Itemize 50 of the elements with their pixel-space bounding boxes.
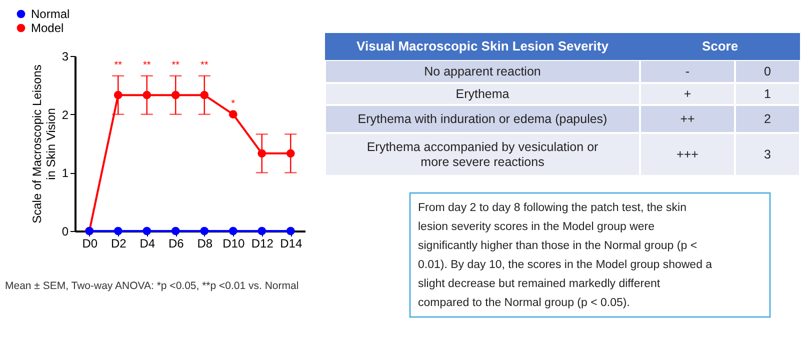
x-tick-label: D14	[280, 236, 302, 250]
point	[286, 149, 295, 158]
y-tick-label: 3	[62, 50, 69, 64]
text: No apparent reaction	[424, 64, 541, 78]
point	[258, 226, 266, 236]
annotation: **	[142, 60, 151, 71]
text: -	[685, 64, 690, 78]
point	[171, 226, 180, 236]
point	[200, 226, 209, 236]
text: 0	[764, 64, 772, 78]
point	[142, 90, 152, 100]
text: From day 2 to day 8 following the patch test, the skin lesion severity scores in the Model group were significantly higher than those in the Normal group (p < 0.01). By day 10, the scores in the Model group showed a slight decrease but remained markedly different compared to the Normal group (p < 0.05).	[418, 202, 713, 309]
x-tick-label: D12	[251, 236, 274, 250]
x-tick-label: D10	[222, 236, 245, 250]
x-tick-label: D2	[110, 236, 127, 250]
y-tick-label: 0	[62, 224, 69, 238]
text: ++	[680, 112, 695, 126]
annotation: *	[231, 98, 236, 110]
point	[228, 226, 238, 236]
legend-label: Normal	[31, 7, 70, 21]
annotation: **	[172, 60, 180, 71]
point	[114, 226, 122, 236]
point	[142, 226, 152, 236]
x-tick-label: D6	[168, 236, 184, 250]
point	[286, 226, 295, 236]
text: Erythema with induration or edema (papules)	[358, 112, 608, 126]
x-tick-label: D0	[82, 236, 98, 250]
point	[228, 110, 238, 119]
y-tick-label: 2	[62, 108, 69, 122]
y-axis-title: Scale of Macroscopic Leisons in Skin Vision	[30, 64, 58, 224]
text: Visual Macroscopic Skin Lesion Severity	[356, 38, 610, 54]
text: +	[684, 87, 692, 101]
annotation: **	[200, 60, 208, 71]
legend-label: Model	[31, 21, 64, 35]
text: 2	[764, 112, 772, 126]
text: Score	[702, 38, 738, 54]
text: 1	[764, 87, 772, 101]
point	[114, 90, 122, 100]
y-tick-label: 1	[62, 166, 69, 180]
point	[200, 90, 209, 100]
x-tick-label: D4	[140, 236, 156, 250]
x-tick-label: D8	[197, 236, 213, 250]
text: Erythema accompanied by vesiculation or more severe reactions	[366, 140, 598, 169]
text: +++	[676, 148, 698, 162]
point	[258, 149, 266, 158]
point	[171, 90, 180, 100]
text: 3	[764, 148, 772, 162]
text: Erythema	[456, 87, 510, 101]
annotation: **	[114, 60, 122, 71]
text: Mean ± SEM, Two-way ANOVA: *p <0.05, **p <0.01 vs. Normal	[5, 280, 299, 292]
